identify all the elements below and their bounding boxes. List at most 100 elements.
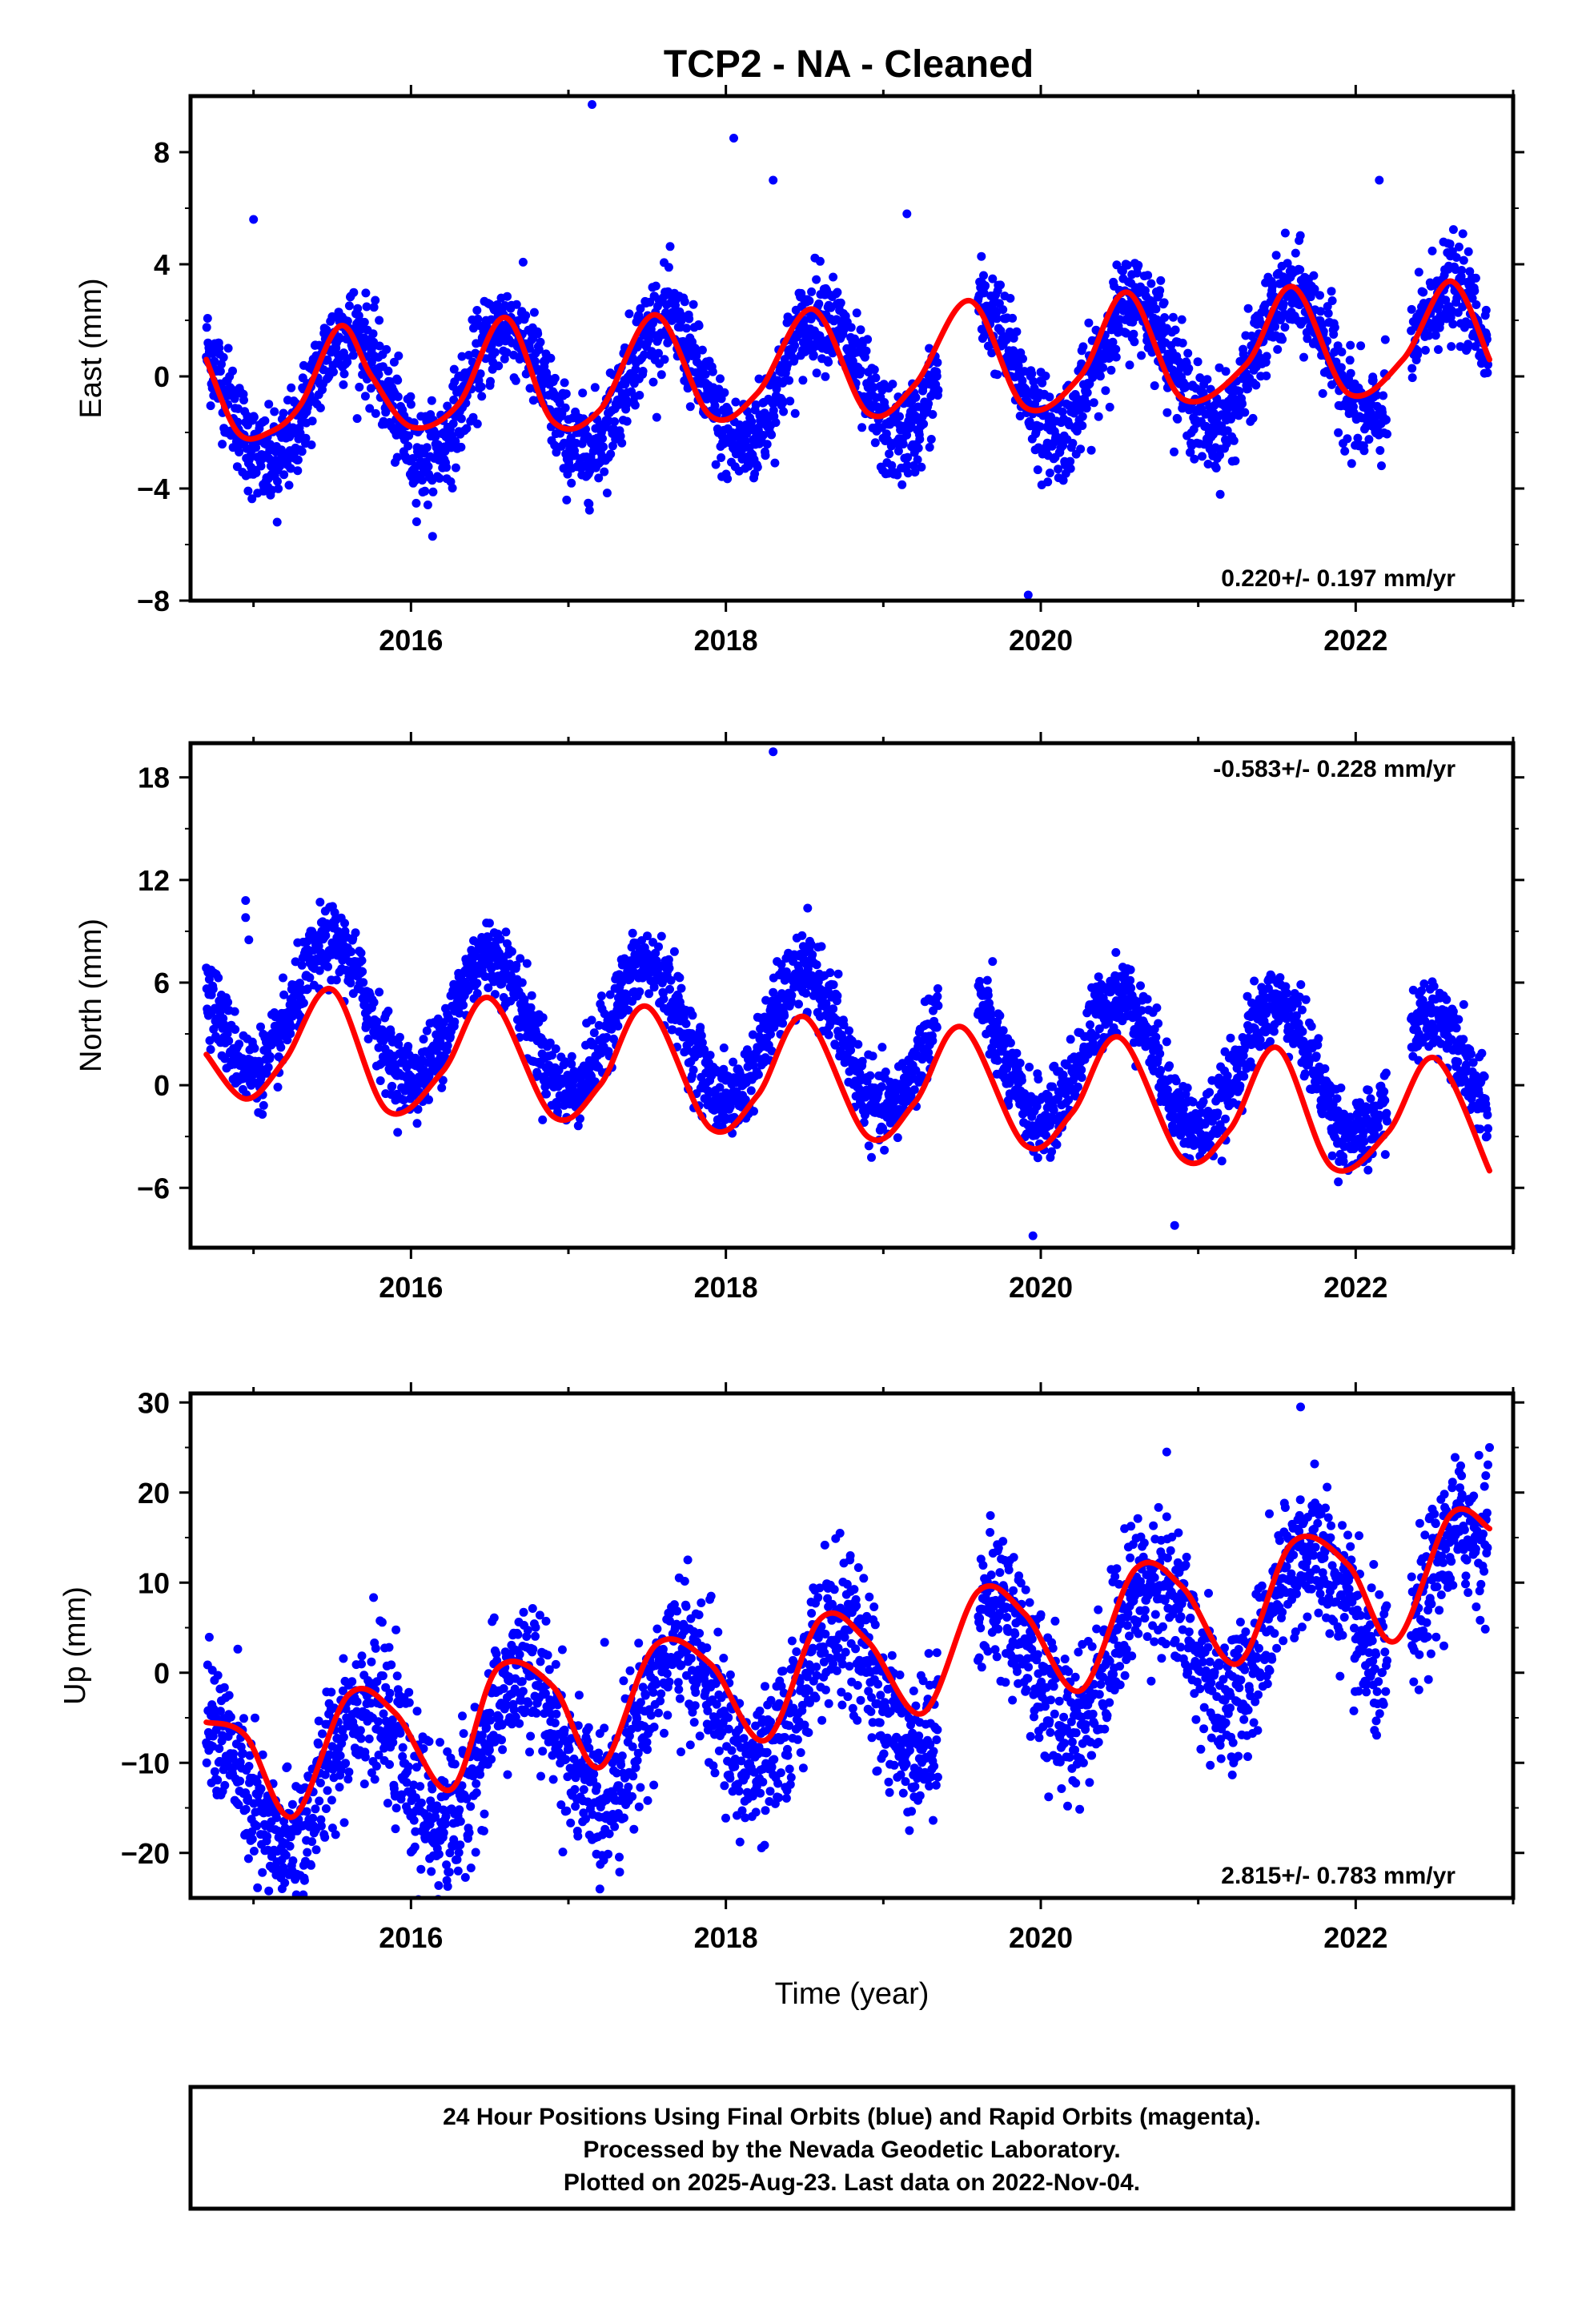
x-tick-label: 2018 xyxy=(694,624,758,657)
data-point xyxy=(1091,1031,1100,1040)
data-point xyxy=(553,1108,562,1116)
data-point xyxy=(1375,446,1385,455)
data-point xyxy=(368,329,378,339)
data-point xyxy=(857,423,867,432)
data-point xyxy=(1481,305,1491,315)
data-point xyxy=(443,401,452,411)
data-point xyxy=(408,454,418,463)
data-point xyxy=(1248,413,1258,423)
data-point xyxy=(624,309,634,319)
data-point xyxy=(437,1083,447,1092)
data-point xyxy=(1106,365,1116,375)
data-point xyxy=(893,1133,902,1143)
data-point xyxy=(286,1029,295,1039)
data-point xyxy=(845,1026,853,1035)
data-point xyxy=(1078,342,1088,352)
data-point xyxy=(1280,228,1290,238)
data-point xyxy=(975,976,985,986)
data-point xyxy=(587,1015,596,1025)
data-point xyxy=(314,941,323,951)
data-point xyxy=(893,470,902,480)
data-point xyxy=(988,957,998,967)
data-point xyxy=(293,455,303,464)
data-point xyxy=(888,380,897,389)
data-point xyxy=(1129,329,1138,339)
data-point xyxy=(203,314,212,323)
data-point xyxy=(1017,1076,1026,1085)
data-point xyxy=(1078,421,1087,430)
data-point xyxy=(685,402,695,412)
data-point xyxy=(857,1056,867,1066)
data-point xyxy=(424,462,433,471)
data-point xyxy=(517,978,527,987)
data-point xyxy=(339,369,349,379)
data-point xyxy=(982,975,992,985)
data-point xyxy=(720,388,729,397)
data-point xyxy=(353,304,363,313)
data-point xyxy=(600,467,609,476)
data-point xyxy=(1316,307,1325,316)
data-point xyxy=(769,987,778,997)
data-point xyxy=(1211,464,1221,472)
data-point xyxy=(323,962,332,971)
data-point xyxy=(1222,439,1231,448)
data-point xyxy=(856,325,865,335)
data-point xyxy=(602,489,612,498)
data-point xyxy=(476,382,486,392)
data-point xyxy=(1068,439,1078,448)
data-point xyxy=(1364,435,1374,444)
data-point xyxy=(1243,384,1252,393)
data-point xyxy=(297,447,307,456)
data-point xyxy=(1215,363,1224,372)
data-point xyxy=(652,412,661,422)
x-tick-label: 2022 xyxy=(1323,624,1387,657)
data-point xyxy=(711,460,721,469)
data-point xyxy=(685,314,694,324)
data-point xyxy=(917,462,926,472)
data-point xyxy=(279,470,289,480)
data-point xyxy=(1221,367,1231,376)
data-point xyxy=(1012,1048,1022,1058)
data-point xyxy=(1368,376,1378,385)
data-point xyxy=(932,372,942,381)
data-point xyxy=(1168,312,1178,322)
data-point xyxy=(270,407,279,416)
data-point xyxy=(741,436,750,446)
data-point xyxy=(1327,287,1336,296)
data-point xyxy=(386,1028,396,1038)
outlier-point xyxy=(1375,175,1384,185)
data-point xyxy=(279,973,287,983)
data-point xyxy=(1471,342,1480,352)
data-point xyxy=(610,417,620,426)
data-point xyxy=(903,452,913,462)
data-point xyxy=(335,334,345,343)
data-point xyxy=(697,1031,706,1040)
data-point xyxy=(1043,477,1053,487)
data-point xyxy=(1484,360,1492,369)
data-point xyxy=(1262,371,1271,380)
data-point xyxy=(993,370,1002,380)
data-point xyxy=(1299,352,1308,362)
data-point xyxy=(263,1063,273,1072)
data-point xyxy=(1009,333,1018,343)
data-point xyxy=(797,931,807,940)
data-point xyxy=(501,927,511,937)
data-point xyxy=(897,480,907,489)
data-point xyxy=(1150,381,1159,391)
data-point xyxy=(422,443,432,452)
data-point xyxy=(1356,341,1366,351)
data-point xyxy=(321,931,331,940)
data-point xyxy=(395,1032,404,1042)
data-point xyxy=(265,1051,275,1061)
data-point xyxy=(1435,300,1444,310)
data-point xyxy=(359,317,369,327)
data-point xyxy=(1034,443,1043,452)
data-point xyxy=(1383,429,1391,439)
data-point xyxy=(275,461,285,471)
data-point xyxy=(1122,328,1131,338)
data-point xyxy=(230,394,239,404)
data-point xyxy=(1419,287,1428,297)
data-point xyxy=(675,973,685,983)
data-point xyxy=(863,335,873,344)
data-point xyxy=(785,376,794,385)
